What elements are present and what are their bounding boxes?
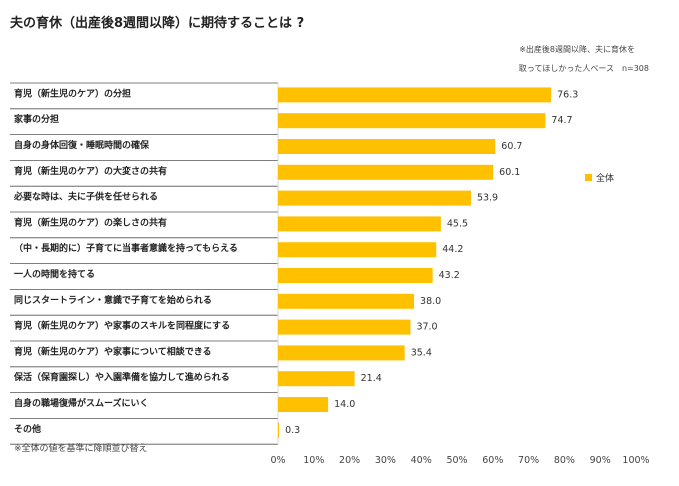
- x-tick-label: 50%: [446, 455, 467, 466]
- bar: [278, 371, 355, 387]
- value-label: 60.7: [501, 141, 522, 152]
- x-tick-label: 70%: [518, 455, 539, 466]
- value-label: 37.0: [416, 322, 437, 333]
- value-label: 38.0: [420, 296, 441, 307]
- footnote: ※全体の値を基準に降順並び替え: [14, 444, 148, 454]
- category-label: 保活（保育園探し）や入園準備を協力して進められる: [13, 371, 230, 383]
- x-tick-label: 90%: [590, 455, 611, 466]
- value-label: 74.7: [551, 115, 572, 126]
- x-tick-label: 10%: [303, 455, 324, 466]
- legend-label: 全体: [596, 174, 615, 184]
- bar: [278, 397, 329, 412]
- category-label: 必要な時は、夫に子供を任せられる: [13, 191, 158, 203]
- chart-title: 夫の育休（出産後8週間以降）に期待することは ?: [10, 16, 305, 31]
- x-tick-label: 80%: [554, 455, 575, 466]
- category-label: （中・長期的に）子育てに当事者意識を持ってもらえる: [14, 242, 238, 254]
- category-label: 育児（新生児のケア）の大変さの共有: [14, 165, 167, 177]
- category-label: 一人の時間を持てる: [14, 268, 95, 280]
- bar: [278, 293, 415, 309]
- value-label: 76.3: [557, 89, 578, 100]
- value-label: 21.4: [361, 373, 382, 384]
- category-label: 自身の身体回復・睡眠時間の確保: [14, 139, 150, 151]
- bar: [278, 164, 494, 180]
- category-label: 育児（新生児のケア）や家事のスキルを同程度にする: [14, 320, 230, 332]
- x-tick-label: 30%: [375, 455, 396, 466]
- value-label: 44.2: [442, 244, 463, 255]
- x-tick-label: 100%: [622, 455, 649, 466]
- value-label: 43.2: [439, 270, 460, 281]
- value-label: 14.0: [334, 399, 355, 410]
- category-label: 自身の職場復帰がスムーズにいく: [14, 397, 149, 409]
- x-tick-label: 40%: [411, 455, 432, 466]
- bar: [278, 345, 405, 361]
- category-label: 育児（新生児のケア）や家事について相談できる: [14, 345, 212, 357]
- legend-swatch: [585, 174, 592, 181]
- value-label: 53.9: [477, 193, 498, 204]
- category-label: 育児（新生児のケア）の楽しさの共有: [14, 216, 167, 228]
- x-tick-label: 20%: [339, 455, 360, 466]
- value-label: 45.5: [447, 218, 468, 229]
- value-label: 0.3: [285, 425, 300, 436]
- x-tick-label: 60%: [482, 455, 503, 466]
- sample-base-note-line-2: 取ってほしかった人ベース n=308: [518, 64, 649, 73]
- category-label: 育児（新生児のケア）の分担: [14, 87, 131, 99]
- bar: [278, 268, 433, 283]
- x-tick-label: 0%: [270, 455, 285, 466]
- sample-base-note-line-1: ※出産後8週間以降、夫に育休を: [519, 45, 635, 54]
- bar: [278, 319, 411, 335]
- bar: [278, 242, 437, 258]
- bar: [278, 422, 280, 438]
- value-label: 35.4: [411, 347, 432, 358]
- bar: [278, 190, 471, 206]
- category-label: 同じスタートライン・意識で子育てを始められる: [14, 294, 212, 306]
- value-label: 60.1: [499, 167, 520, 178]
- bar: [278, 113, 546, 129]
- category-label: その他: [14, 423, 41, 435]
- legend: 全体: [585, 171, 614, 184]
- category-label: 家事の分担: [14, 113, 59, 125]
- bar: [278, 87, 552, 103]
- bar: [278, 139, 496, 154]
- bar: [278, 216, 441, 232]
